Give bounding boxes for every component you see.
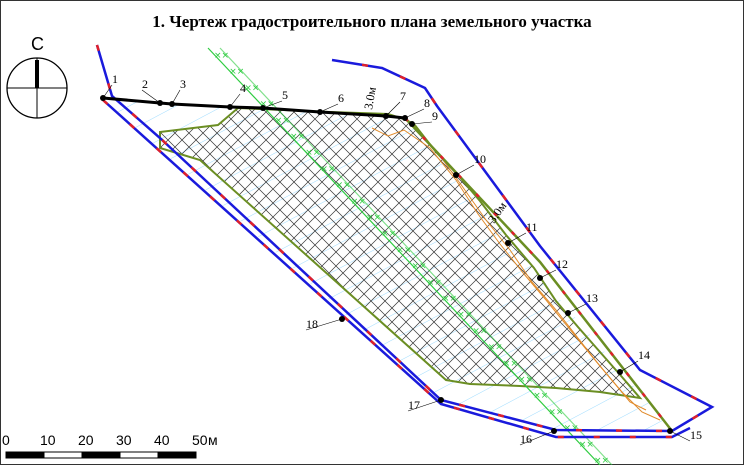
turning-point-label-5: 5 (282, 88, 288, 102)
utility-cross-mark: ×× (472, 326, 487, 336)
utility-cross-mark: ×× (564, 424, 579, 434)
utility-cross-mark: ×× (260, 100, 275, 110)
scale-unit-label: м (208, 432, 218, 448)
turning-point-label-8: 8 (424, 96, 430, 110)
turning-point-label-3: 3 (180, 77, 186, 91)
utility-cross-mark: ×× (290, 132, 305, 142)
turning-point-label-9: 9 (432, 109, 438, 123)
turning-point-label-4: 4 (240, 81, 246, 95)
utility-cross-mark: ×× (548, 407, 563, 417)
drawing-title: 1. Чертеж градостроительного плана земел… (152, 12, 592, 31)
turning-point-label-6: 6 (338, 91, 344, 105)
turning-point-label-18: 18 (306, 317, 318, 331)
utility-cross-mark: ×× (366, 213, 381, 223)
scale-bar-segment (43, 451, 83, 459)
utility-cross-mark: ×× (594, 456, 609, 465)
scale-tick-label-10: 10 (40, 432, 56, 448)
utility-cross-mark: ×× (275, 116, 290, 126)
north-arrow-label: С (31, 34, 44, 54)
utility-cross-mark: ×× (518, 375, 533, 385)
scale-tick-label-50: 50 (192, 432, 208, 448)
utility-cross-mark: ×× (305, 148, 320, 158)
utility-cross-mark: ×× (381, 229, 396, 239)
turning-point-label-2: 2 (142, 77, 148, 91)
utility-cross-marks: ××××××××××××××××××××××××××××××××××××××××… (214, 51, 609, 465)
scale-bar: 0 10 20 30 40 50 м (2, 432, 218, 459)
utility-cross-mark: ×× (488, 343, 503, 353)
scale-bar-segment (5, 451, 45, 459)
utility-cross-mark: ×× (244, 83, 259, 93)
east-boundary-dash (404, 117, 673, 432)
turning-point-label-14: 14 (638, 348, 650, 362)
turning-point-label-1: 1 (112, 72, 118, 86)
utility-cross-mark: ×× (336, 181, 351, 191)
utility-cross-mark: ×× (503, 359, 518, 369)
scale-bar-segment (119, 451, 159, 459)
scale-tick-label-30: 30 (116, 432, 132, 448)
north-arrow: С (6, 34, 68, 119)
utility-cross-mark: ×× (533, 391, 548, 401)
utility-cross-mark: ×× (457, 310, 472, 320)
turning-point-label-12: 12 (556, 257, 568, 271)
turning-point-label-11: 11 (526, 220, 538, 234)
setback-line-2 (411, 123, 661, 421)
utility-line (207, 47, 601, 465)
turning-point-label-13: 13 (586, 291, 598, 305)
turning-point-label-7: 7 (400, 89, 406, 103)
utility-cross-mark: ×× (442, 294, 457, 304)
utility-cross-mark: ×× (320, 164, 335, 174)
scale-tick-label-40: 40 (154, 432, 170, 448)
utility-cross-mark: ×× (412, 262, 427, 272)
scale-bar-segment (157, 451, 197, 459)
turning-point-label-15: 15 (690, 428, 702, 442)
utility-cross-mark: ×× (229, 67, 244, 77)
outer-red-line (95, 44, 715, 433)
turning-point-label-17: 17 (408, 398, 420, 412)
scale-tick-label-0: 0 (2, 432, 10, 448)
scale-bar-segment (81, 451, 121, 459)
inner-boundary (102, 99, 691, 439)
turning-point-label-10: 10 (474, 152, 486, 166)
turning-point-label-16: 16 (520, 432, 532, 446)
scale-tick-label-20: 20 (78, 432, 94, 448)
utility-cross-mark: ×× (427, 278, 442, 288)
utility-line-2 (219, 47, 613, 465)
utility-cross-mark: ×× (579, 440, 594, 450)
utility-cross-mark: ×× (396, 245, 411, 255)
utility-cross-mark: ×× (351, 197, 366, 207)
utility-cross-mark: ×× (214, 51, 229, 61)
setback-label-north: 3.0м (361, 85, 379, 110)
